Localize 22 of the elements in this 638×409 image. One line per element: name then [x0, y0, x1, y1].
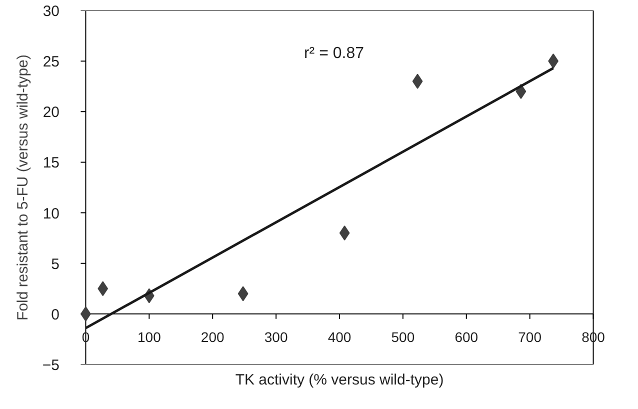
y-axis-title: Fold resistant to 5-FU (versus wild-type): [14, 54, 32, 320]
y-tick-label: 30: [42, 3, 60, 20]
x-tick-label: 400: [328, 328, 352, 345]
x-tick-label: 500: [391, 328, 415, 345]
annotation: r² = 0.87: [304, 44, 364, 62]
y-tick-label: −5: [42, 357, 60, 374]
x-tick-label: 600: [454, 328, 478, 345]
point: [339, 226, 350, 241]
x-tick-label: 200: [200, 328, 225, 345]
x-tick-label: 100: [137, 328, 162, 345]
point: [238, 286, 248, 302]
x-tick-label: 300: [264, 328, 288, 345]
x-tick-label: 700: [518, 328, 542, 345]
y-tick-label: 15: [42, 154, 60, 172]
y-tick-label: 10: [42, 205, 60, 222]
y-tick-label: 5: [51, 256, 60, 273]
point: [98, 281, 108, 296]
y-tick-label: 25: [42, 54, 60, 71]
y-tick-label: 0: [51, 306, 60, 324]
point: [412, 74, 423, 89]
y-tick-label: 20: [42, 104, 60, 122]
x-axis-title: TK activity (% versus wild-type): [235, 372, 444, 388]
